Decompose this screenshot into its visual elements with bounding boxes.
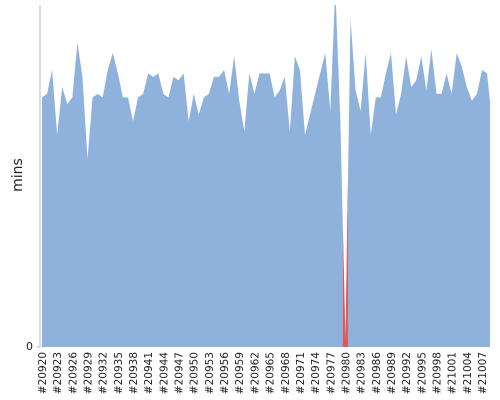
x-tick-label: #21004 <box>462 352 474 395</box>
x-tick-label: #20923 <box>52 352 64 394</box>
x-tick-label: #20968 <box>280 352 292 394</box>
area <box>42 5 490 347</box>
x-tick-label: #20941 <box>143 352 155 394</box>
y-axis-label: mins <box>10 158 26 192</box>
highlight-bar <box>342 340 348 347</box>
x-tick-label: #20989 <box>386 352 398 394</box>
x-tick-label: #20947 <box>174 352 186 394</box>
x-tick-label: #20992 <box>401 352 413 394</box>
x-tick-label: #20995 <box>416 352 428 394</box>
x-tick-label: #20944 <box>158 352 170 395</box>
x-tick-label: #20929 <box>83 352 95 394</box>
x-tick-label: #20974 <box>310 352 322 395</box>
x-tick-label: #20935 <box>113 352 125 394</box>
x-tick-label: #20971 <box>295 352 307 394</box>
highlight-area <box>342 179 348 347</box>
x-tick-label: #20998 <box>431 352 443 394</box>
x-tick-label: #20986 <box>371 352 383 395</box>
x-tick-label: #20950 <box>189 352 201 394</box>
x-tick-label: #20980 <box>340 352 352 394</box>
plot-area <box>42 5 490 347</box>
x-tick-label: #21007 <box>477 352 489 394</box>
x-tick-label: #20959 <box>234 352 246 394</box>
x-tick-label: #20953 <box>204 352 216 394</box>
x-tick-label: #20983 <box>356 352 368 394</box>
x-tick-label: #20956 <box>219 352 231 395</box>
x-tick-label: #20938 <box>128 352 140 394</box>
x-tick-label: #21001 <box>447 352 459 394</box>
x-tick-label: #20977 <box>325 352 337 394</box>
x-tick-label: #20920 <box>37 352 49 394</box>
x-tick-label: #20965 <box>265 352 277 394</box>
y-tick-label: 0 <box>26 340 33 353</box>
x-tick-label: #20926 <box>67 352 79 395</box>
x-tick-label: #20932 <box>98 352 110 394</box>
x-tick-label: #20962 <box>249 352 261 394</box>
